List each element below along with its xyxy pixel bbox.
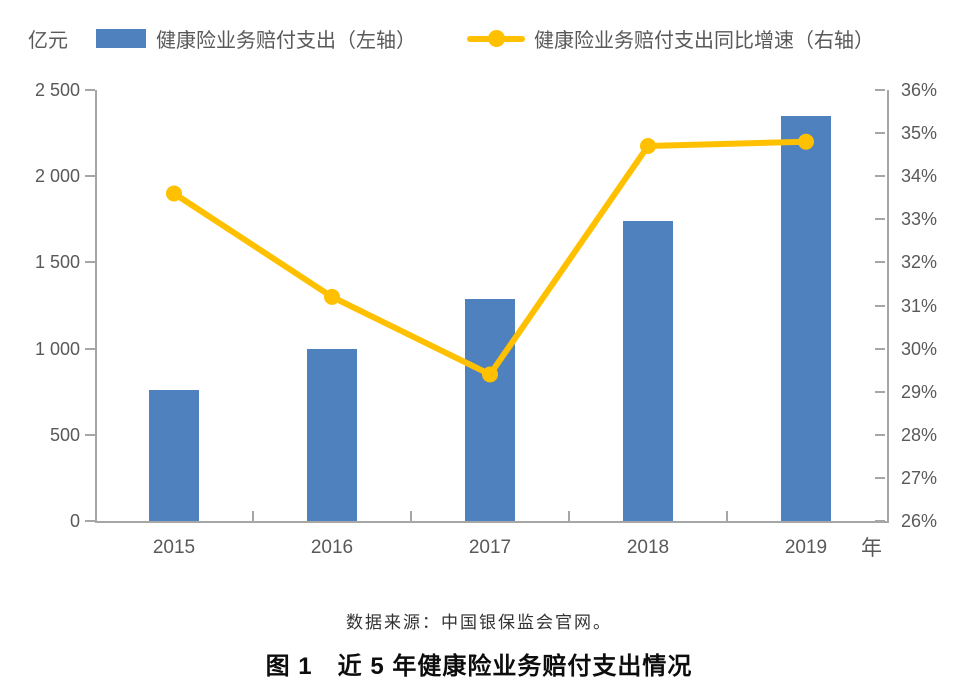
right-axis-tick-label: 29% bbox=[901, 381, 938, 402]
bar-2016 bbox=[307, 348, 357, 521]
right-axis-tick-label: 35% bbox=[901, 123, 938, 144]
bar-2017 bbox=[465, 298, 515, 521]
plot-area bbox=[95, 90, 889, 523]
left-axis-tick-label: 2 500 bbox=[34, 80, 80, 100]
left-axis-unit-label: 亿元 bbox=[28, 30, 68, 52]
x-axis-tick-mark bbox=[726, 511, 728, 521]
right-axis-tick-label: 27% bbox=[901, 467, 938, 488]
legend-item-bar-series: 健康险业务赔付支出（左轴） bbox=[96, 24, 416, 53]
figure-caption: 图 1 近 5 年健康险业务赔付支出情况 bbox=[265, 653, 693, 680]
left-axis-tick-mark bbox=[85, 520, 95, 522]
right-axis-tick-mark bbox=[875, 132, 885, 135]
right-axis-tick-mark bbox=[875, 261, 885, 264]
right-axis-tick-mark bbox=[875, 433, 885, 436]
right-axis-tick-mark bbox=[875, 347, 885, 350]
right-axis-tick-label: 33% bbox=[901, 209, 938, 230]
right-axis-tick-mark bbox=[875, 520, 885, 522]
right-axis-tick-mark bbox=[875, 304, 885, 307]
left-axis-tick-mark bbox=[85, 347, 95, 350]
right-axis-tick-label: 31% bbox=[901, 295, 938, 316]
right-axis-tick-mark bbox=[875, 476, 885, 479]
left-axis-tick-label: 1 500 bbox=[34, 252, 80, 273]
right-axis-tick-label: 34% bbox=[901, 166, 938, 187]
legend-label-line-series: 健康险业务赔付支出同比增速（右轴） bbox=[534, 30, 874, 52]
legend-item-line-series: 健康险业务赔付支出同比增速（右轴） bbox=[467, 24, 874, 53]
left-axis-tick-mark bbox=[85, 175, 95, 178]
right-axis-tick-label: 36% bbox=[901, 80, 938, 100]
x-axis-tick-mark bbox=[410, 511, 412, 521]
left-axis-tick-mark bbox=[85, 433, 95, 436]
right-axis-tick-label: 32% bbox=[901, 252, 938, 273]
x-axis-unit-label: 年 bbox=[861, 537, 882, 560]
left-axis-tick-mark bbox=[85, 89, 95, 91]
left-axis-tick-label: 500 bbox=[49, 424, 80, 445]
legend-label-bar-series: 健康险业务赔付支出（左轴） bbox=[156, 30, 416, 52]
right-axis-tick-mark bbox=[875, 175, 885, 178]
right-axis-tick-label: 28% bbox=[901, 424, 938, 445]
x-axis-tick-mark bbox=[568, 511, 570, 521]
left-axis-tick-label: 1 000 bbox=[34, 338, 80, 359]
right-axis-tick-mark bbox=[875, 390, 885, 393]
left-axis-tick-label: 2 000 bbox=[34, 166, 80, 187]
source-note: 数据来源：中国银保监会官网。 bbox=[346, 613, 612, 632]
x-axis-tick-label: 2019 bbox=[784, 537, 828, 558]
right-axis-tick-label: 30% bbox=[901, 338, 938, 359]
bar-2019 bbox=[781, 115, 831, 521]
left-axis-tick-label: 0 bbox=[69, 511, 80, 531]
left-axis-tick-mark bbox=[85, 261, 95, 264]
x-axis-tick-label: 2018 bbox=[626, 537, 670, 558]
right-axis-tick-mark bbox=[875, 89, 885, 91]
right-axis-tick-label: 26% bbox=[901, 511, 938, 531]
line-series-marker-icon bbox=[467, 29, 525, 48]
x-axis-tick-label: 2015 bbox=[152, 537, 196, 558]
bar-2018 bbox=[623, 221, 673, 521]
right-axis-tick-mark bbox=[875, 218, 885, 221]
x-axis-tick-label: 2016 bbox=[310, 537, 354, 558]
x-axis-tick-mark bbox=[252, 511, 254, 521]
x-axis-tick-label: 2017 bbox=[468, 537, 512, 558]
bar-2015 bbox=[149, 389, 199, 521]
bar-series-swatch-icon bbox=[96, 29, 146, 48]
